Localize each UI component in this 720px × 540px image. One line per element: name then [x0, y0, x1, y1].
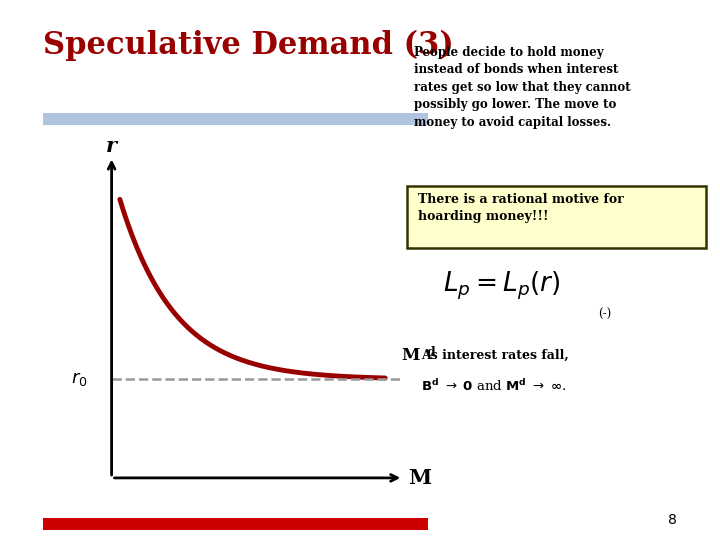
Text: r: r [106, 136, 117, 156]
Text: People decide to hold money
instead of bonds when interest
rates get so low that: People decide to hold money instead of b… [414, 46, 631, 129]
Text: (-): (-) [598, 308, 611, 321]
Text: $\it{L}_p = \it{L}_p(r)$: $\it{L}_p = \it{L}_p(r)$ [443, 270, 561, 302]
Text: $r_0$: $r_0$ [71, 370, 88, 388]
FancyBboxPatch shape [43, 113, 428, 125]
Text: d: d [427, 346, 436, 359]
Text: M: M [408, 468, 431, 488]
Text: There is a rational motive for
hoarding money!!!: There is a rational motive for hoarding … [418, 193, 624, 224]
FancyBboxPatch shape [407, 186, 706, 248]
Text: 8: 8 [668, 512, 677, 526]
Text: M: M [401, 347, 420, 363]
Text: Speculative Demand (3): Speculative Demand (3) [43, 30, 454, 61]
Text: As interest rates fall,: As interest rates fall, [421, 348, 569, 361]
Text: $\mathbf{B^d}$ $\rightarrow$ $\mathbf{0}$ and $\mathbf{M^d}$ $\rightarrow$ $\mat: $\mathbf{B^d}$ $\rightarrow$ $\mathbf{0}… [421, 378, 567, 394]
FancyBboxPatch shape [43, 518, 428, 530]
